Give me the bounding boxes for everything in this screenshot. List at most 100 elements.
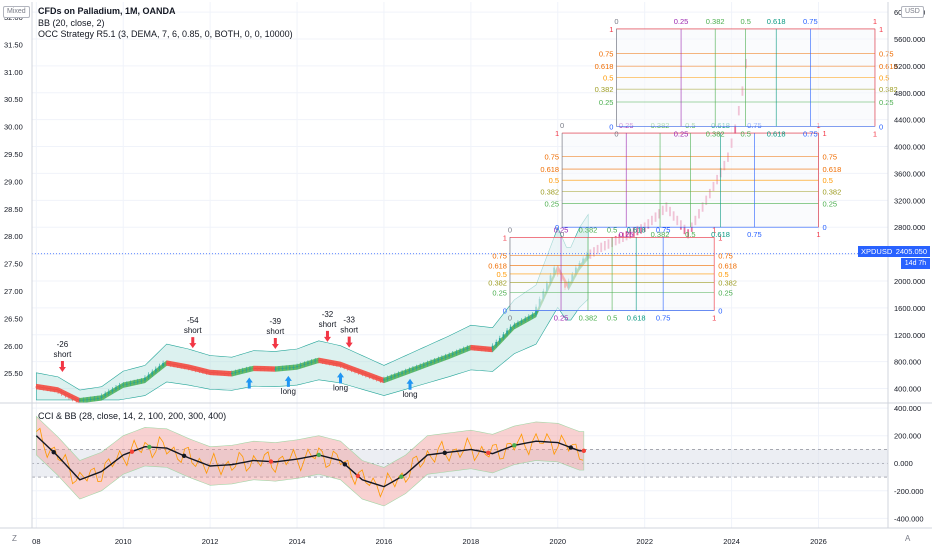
currency-tag[interactable]: USD <box>901 6 924 18</box>
right-axis-label: 1200.000 <box>894 331 925 340</box>
fib-h-label-left: 0.382 <box>488 279 507 288</box>
bb-indicator-label[interactable]: BB (20, close, 2) <box>38 18 105 28</box>
fib-h-label-left: 1 <box>609 25 613 34</box>
signal-sub-label: short <box>184 326 203 335</box>
x-tick-label: 2020 <box>549 537 566 546</box>
cci-signal-dot <box>129 449 135 454</box>
fib-h-label-left: 0.382 <box>540 187 559 196</box>
candle-body <box>375 377 378 380</box>
fib-h-label-right: 0 <box>822 223 826 232</box>
candle-body <box>274 368 277 370</box>
x-tick-label: 2012 <box>202 537 219 546</box>
candle-body <box>317 360 320 362</box>
candle-body <box>422 364 425 366</box>
candle-body <box>288 367 291 369</box>
candle-body <box>325 361 327 363</box>
cci-axis-label: 400.000 <box>894 404 921 413</box>
fib-box-2: 110.750.750.6180.6180.50.50.3820.3820.25… <box>595 17 898 138</box>
fib-h-label-right: 0 <box>879 122 883 131</box>
fib-v-label-bottom: 0.382 <box>579 314 598 323</box>
fib-v-label-bottom: 0 <box>560 230 564 239</box>
candle-body <box>104 393 107 396</box>
candle-body <box>140 380 143 382</box>
candle-body <box>86 399 88 401</box>
occ-band-segment <box>329 359 341 368</box>
candle-body <box>238 371 241 373</box>
candle-body <box>205 371 208 373</box>
left-axis-label: 28.50 <box>4 205 23 214</box>
candle-body <box>506 330 508 335</box>
fib-h-label-left: 0.5 <box>549 176 559 185</box>
cci-signal-dot <box>181 453 187 459</box>
fib-h-label-right: 0.25 <box>822 200 837 209</box>
occ-band-segment <box>188 364 200 373</box>
fib-h-label-right: 0.75 <box>879 49 894 58</box>
candle-body <box>230 372 233 374</box>
occ-band-segment <box>58 387 69 398</box>
occ-band-segment <box>286 364 298 371</box>
fib-h-label-left: 0.75 <box>545 153 560 162</box>
fib-v-label-bottom: 0.618 <box>767 129 786 138</box>
mixed-toggle[interactable]: Mixed <box>3 6 30 18</box>
candle-body <box>390 376 393 378</box>
zoom-toggle[interactable]: Z <box>12 534 17 543</box>
cci-bb-envelope <box>36 415 585 507</box>
fib-v-label-bottom: 0 <box>614 129 618 138</box>
candle-body <box>379 379 382 381</box>
fib-v-label-bottom: 0.5 <box>607 314 617 323</box>
left-axis-label: 26.50 <box>4 314 23 323</box>
candle-body <box>191 367 193 369</box>
candle-body <box>466 347 469 350</box>
candle-body <box>162 363 164 366</box>
occ-band-segment <box>351 365 363 376</box>
candle-body <box>495 341 498 346</box>
fib-h-label-left: 0 <box>609 122 613 131</box>
candle-body <box>42 387 45 389</box>
candle-body <box>53 389 56 391</box>
fib-h-label-left: 0.75 <box>492 252 507 261</box>
fib-v-label-top: 0.382 <box>706 17 725 26</box>
fib-h-label-right: 0.382 <box>718 279 737 288</box>
occ-band-segment <box>405 365 417 376</box>
fib-v-label-bottom: 1 <box>873 129 877 138</box>
candle-body <box>270 368 273 370</box>
long-arrow-icon <box>245 377 253 389</box>
occ-band-segment <box>112 382 124 395</box>
candle-body <box>491 345 494 350</box>
occ-band-segment <box>199 367 211 376</box>
strategy-indicator-label[interactable]: OCC Strategy R5.1 (3, DEMA, 7, 6, 0.85, … <box>38 29 293 39</box>
candle-body <box>448 354 451 357</box>
fib-v-label-bottom: 0.382 <box>651 230 670 239</box>
fib-v-label-bottom: 0.75 <box>803 129 818 138</box>
candle-body <box>194 368 197 370</box>
cci-signal-dot <box>316 452 321 458</box>
left-axis-label: 30.50 <box>4 95 23 104</box>
short-arrow-icon <box>189 337 197 349</box>
candle-body <box>133 382 136 384</box>
right-axis-label: 800.000 <box>894 358 921 367</box>
candle-body <box>202 370 204 372</box>
left-axis-label: 27.00 <box>4 287 23 296</box>
candle-body <box>343 365 346 368</box>
candle-body <box>227 373 230 375</box>
candle-body <box>444 356 447 358</box>
occ-band-segment <box>481 345 493 353</box>
fib-v-label-bottom: 0.618 <box>711 230 730 239</box>
cci-axis-label: -400.000 <box>894 514 924 523</box>
projection-bar <box>636 225 639 236</box>
auto-scale-toggle[interactable]: A <box>905 534 911 543</box>
short-arrow-icon <box>323 330 331 342</box>
candle-body <box>513 324 516 327</box>
candle-body <box>393 375 396 377</box>
fib-v-label-bottom: 0.25 <box>674 129 689 138</box>
occ-band-segment <box>90 395 102 402</box>
candle-body <box>216 372 219 374</box>
signal-value-label: -39 <box>270 317 282 326</box>
candle-body <box>64 393 67 396</box>
fib-h-label-right: 1 <box>879 25 883 34</box>
x-tick-label: 2010 <box>115 537 132 546</box>
cci-line <box>36 427 584 498</box>
cci-indicator-label[interactable]: CCI & BB (28, close, 14, 2, 100, 200, 30… <box>38 411 227 421</box>
